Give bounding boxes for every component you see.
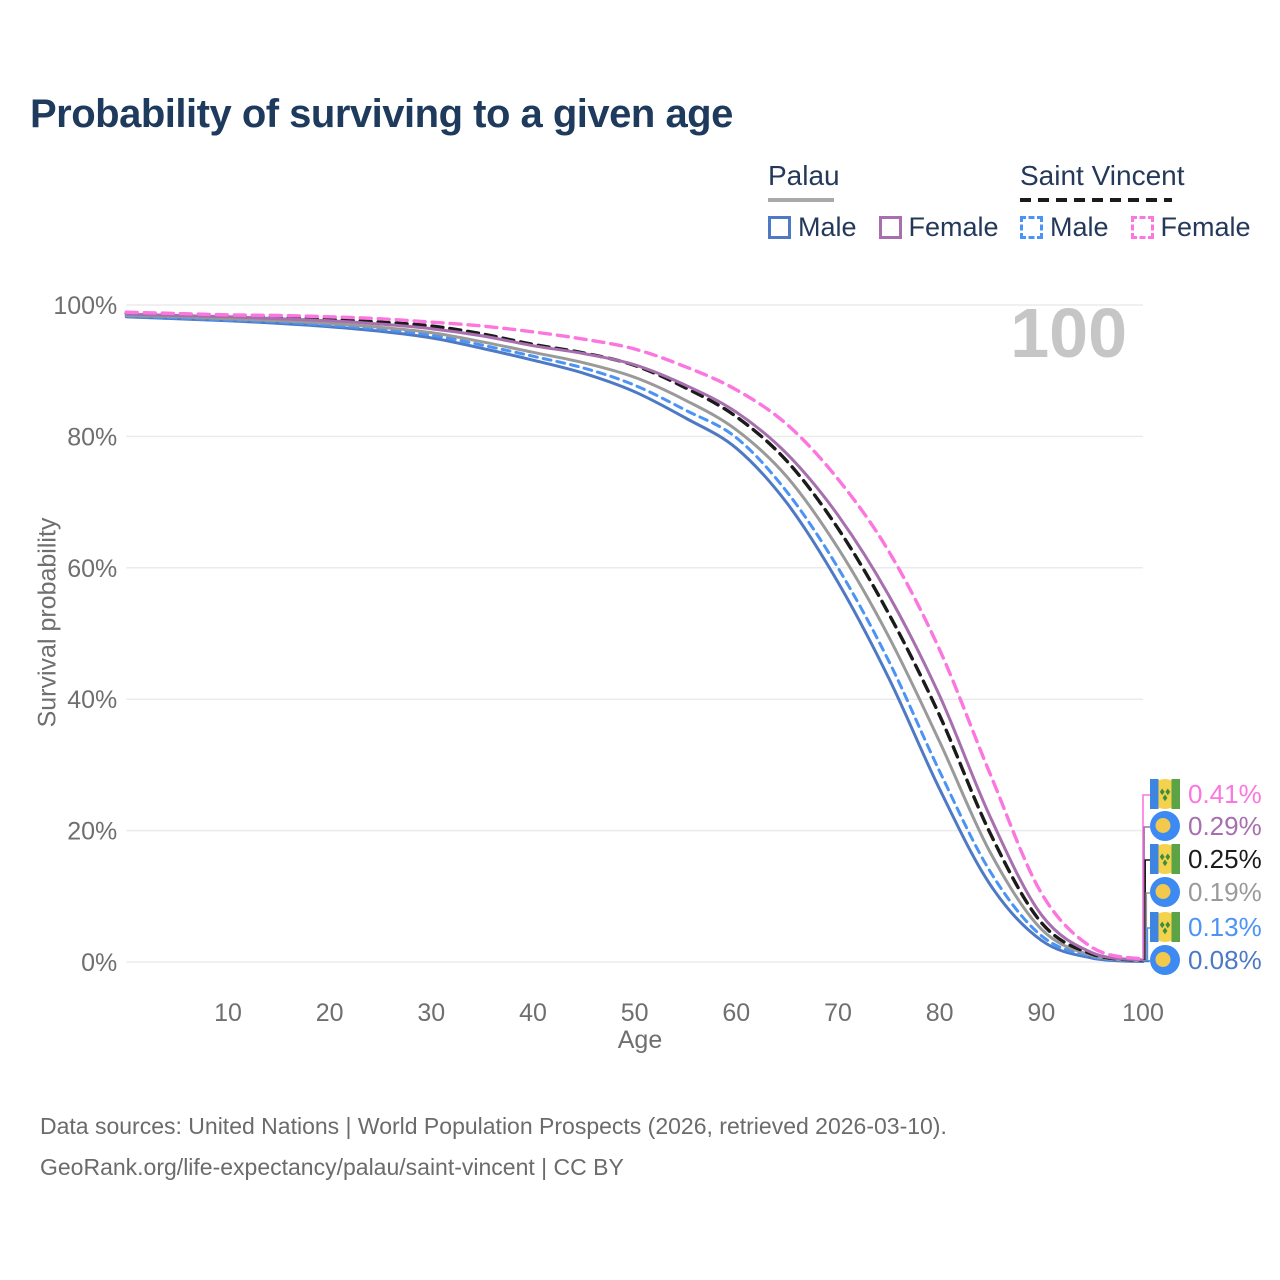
curve-saint-vincent-both-sexes	[124, 311, 1145, 963]
current-age-watermark: 100	[1010, 294, 1127, 372]
x-tick-label: 10	[214, 999, 242, 1027]
attribution-line: GeoRank.org/life-expectancy/palau/saint-…	[40, 1154, 624, 1180]
legend-item-palau-male[interactable]: Male	[768, 212, 857, 243]
x-tick-label: 90	[1027, 999, 1055, 1027]
endpoint-connector	[1142, 794, 1150, 960]
legend-item-saint-vincent-male[interactable]: Male	[1020, 212, 1109, 243]
endpoint-value: 0.29%	[1188, 811, 1262, 841]
endpoint-value: 0.13%	[1188, 912, 1262, 942]
saint-vincent-female-swatch	[1130, 216, 1154, 239]
legend-group-palau: Palau Male Female	[768, 160, 999, 243]
y-tick-label: 60%	[67, 555, 117, 583]
y-tick-label: 80%	[67, 423, 117, 451]
legend-group-saint-vincent-title[interactable]: Saint Vincent	[1020, 160, 1185, 191]
y-tick-label: 20%	[67, 818, 117, 846]
x-tick-label: 50	[621, 999, 649, 1027]
legend-label: Male	[798, 212, 857, 242]
x-tick-label: 20	[316, 999, 344, 1027]
y-tick-label: 40%	[67, 686, 117, 714]
saint-vincent-flag	[1150, 912, 1180, 943]
endpoint-value: 0.19%	[1188, 877, 1262, 907]
x-axis-title: Age	[617, 1026, 663, 1054]
y-axis-title: Survival probability	[33, 517, 62, 728]
endpoint-label-row: 0.08%	[1150, 945, 1262, 976]
legend-group-saint-vincent: Saint Vincent Male Female	[1020, 160, 1251, 243]
legend-group-palau-title[interactable]: Palau	[768, 160, 840, 191]
x-tick-label: 30	[417, 999, 445, 1027]
curve-palau-both-sexes	[124, 314, 1145, 963]
x-tick-label: 70	[824, 999, 852, 1027]
y-tick-label: 100%	[53, 292, 117, 320]
palau-flag	[1150, 945, 1180, 976]
legend-item-palau-female[interactable]: Female	[878, 212, 999, 243]
saint-vincent-flag	[1150, 844, 1180, 875]
legend-label: Female	[1160, 212, 1251, 242]
saint-vincent-flag-icon	[1150, 779, 1180, 809]
endpoint-label-row: 0.29%	[1150, 811, 1262, 842]
endpoint-label-row: 0.41%	[1150, 779, 1262, 810]
y-tick-label: 0%	[81, 949, 117, 977]
page-title: Probability of surviving to a given age	[30, 92, 733, 136]
palau-female-swatch	[878, 216, 902, 239]
x-tick-label: 60	[722, 999, 750, 1027]
endpoint-label-row: 0.13%	[1150, 912, 1262, 943]
palau-flag-icon	[1150, 877, 1180, 907]
endpoint-label-row: 0.19%	[1150, 877, 1262, 908]
legend-label: Male	[1050, 212, 1109, 242]
legend-item-saint-vincent-female[interactable]: Female	[1130, 212, 1251, 243]
x-tick-label: 100	[1122, 999, 1164, 1027]
x-tick-label: 40	[519, 999, 547, 1027]
palau-flag	[1150, 877, 1180, 908]
curve-saint-vincent-male	[124, 314, 1145, 963]
endpoint-value: 0.08%	[1188, 945, 1262, 975]
saint-vincent-male-swatch	[1020, 216, 1043, 239]
saint-vincent-line-style-sample	[1020, 198, 1172, 202]
palau-flag-icon	[1150, 811, 1180, 841]
data-sources-line: Data sources: United Nations | World Pop…	[40, 1113, 947, 1139]
curve-saint-vincent-female	[124, 310, 1145, 961]
endpoint-connector	[1143, 960, 1150, 963]
footer: Data sources: United Nations | World Pop…	[40, 1106, 947, 1188]
saint-vincent-flag-icon	[1150, 844, 1180, 874]
palau-line-style-sample	[768, 198, 834, 202]
palau-male-swatch	[768, 216, 791, 239]
saint-vincent-flag	[1150, 779, 1180, 810]
palau-flag-icon	[1150, 945, 1180, 975]
legend-label: Female	[908, 212, 999, 242]
saint-vincent-flag-icon	[1150, 912, 1180, 942]
x-tick-label: 80	[926, 999, 954, 1027]
endpoint-label-row: 0.25%	[1150, 844, 1262, 875]
endpoint-value: 0.41%	[1188, 779, 1262, 809]
curve-palau-male	[124, 315, 1145, 963]
palau-flag	[1150, 811, 1180, 842]
curve-palau-female	[124, 312, 1145, 962]
endpoint-value: 0.25%	[1188, 844, 1262, 874]
